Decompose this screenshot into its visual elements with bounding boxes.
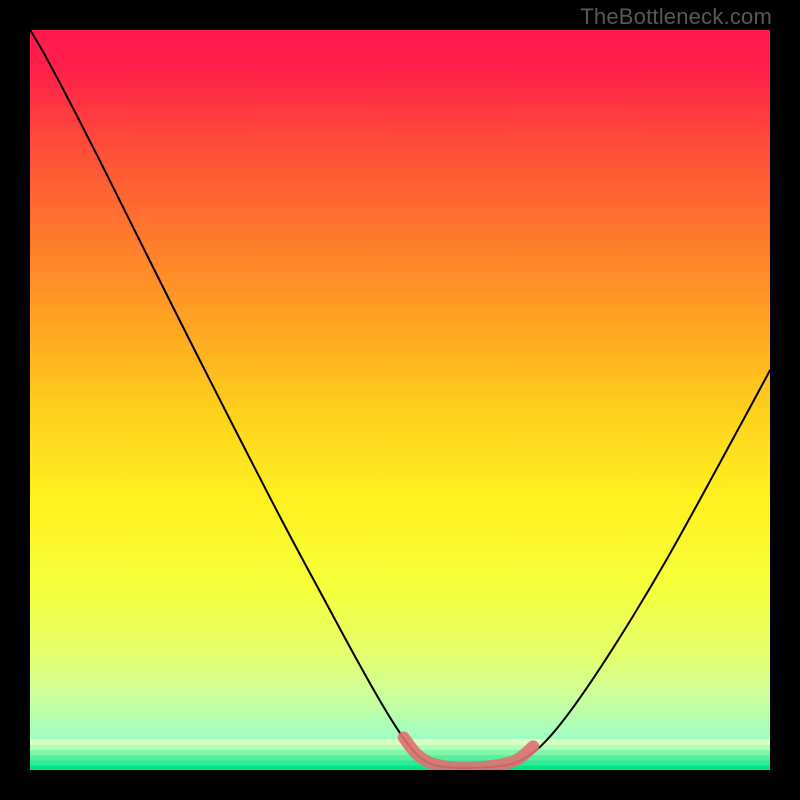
chart-plot-area: [30, 30, 770, 770]
chart-bottom-band: [30, 745, 770, 751]
watermark-text: TheBottleneck.com: [580, 4, 772, 30]
chart-gradient-background: [30, 30, 770, 770]
chart-svg: [30, 30, 770, 770]
chart-bottom-band: [30, 755, 770, 761]
chart-bottom-band: [30, 760, 770, 766]
chart-bottom-band: [30, 750, 770, 756]
chart-bottom-band: [30, 766, 770, 770]
